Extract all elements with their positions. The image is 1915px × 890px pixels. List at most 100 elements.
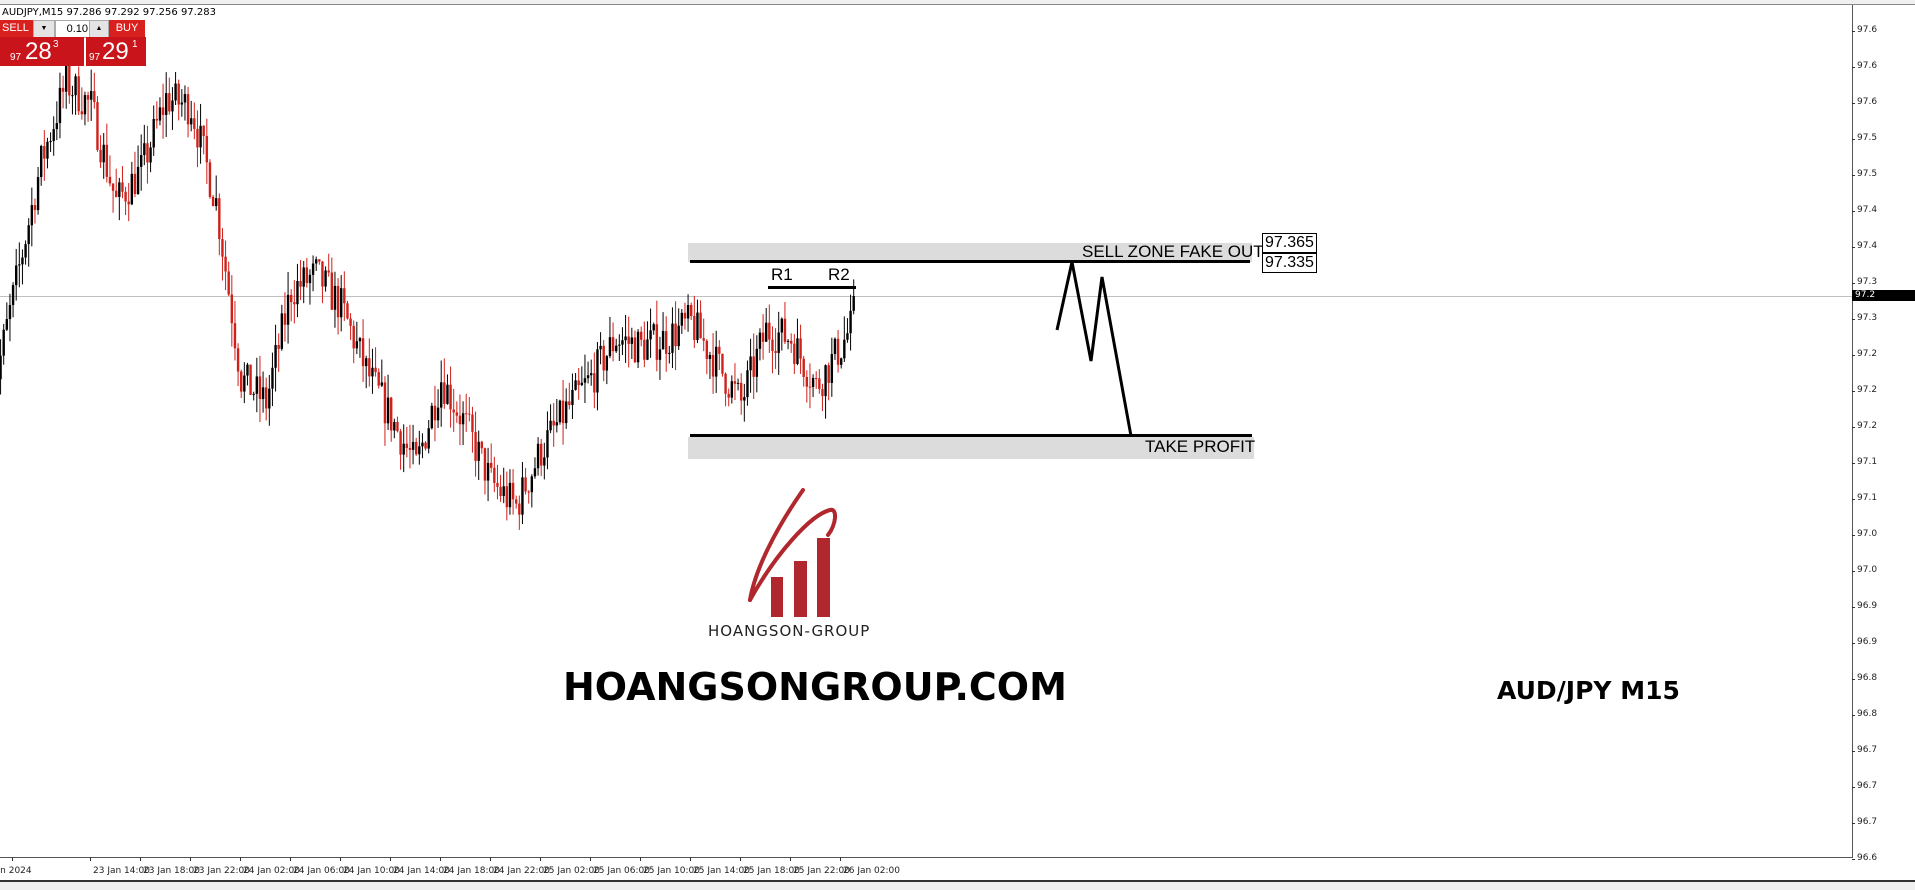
- candle-body: [780, 318, 784, 333]
- time-axis-tick: [690, 857, 691, 861]
- time-axis-label: 25 Jan 22:00: [793, 866, 850, 876]
- candle-body: [849, 310, 852, 334]
- price-axis-label: 97.2: [1857, 349, 1878, 359]
- candle-body: [455, 412, 459, 416]
- candle-body: [796, 338, 799, 364]
- pair-timeframe-label: AUD/JPY M15: [1497, 676, 1680, 705]
- candle-body: [380, 382, 384, 386]
- candle-body: [224, 256, 227, 272]
- candle-body: [752, 356, 755, 377]
- candle-body: [102, 144, 105, 163]
- candle-body: [358, 338, 362, 342]
- candle-body: [833, 338, 837, 355]
- candle-body: [368, 358, 371, 377]
- candle-body: [149, 147, 152, 163]
- candle-body: [799, 338, 802, 359]
- candle-body: [271, 367, 274, 389]
- buy-button[interactable]: BUY: [109, 20, 145, 37]
- bottom-status-edge: [0, 880, 1915, 890]
- candle-body: [43, 146, 46, 159]
- candle-body: [443, 382, 446, 404]
- buy-price-point: 1: [132, 39, 138, 50]
- time-axis-tick: [240, 857, 241, 861]
- candle-body: [227, 271, 230, 295]
- candle-body: [33, 205, 37, 211]
- candle-body: [746, 370, 749, 398]
- candle-body: [258, 376, 262, 399]
- candle-body: [568, 401, 571, 406]
- candle-body: [327, 270, 330, 273]
- candle-body: [627, 336, 630, 344]
- candle-body: [168, 93, 171, 112]
- price-axis-tick: [1852, 607, 1855, 608]
- candle-body: [111, 183, 115, 191]
- sell-price-button[interactable]: 97 28 3: [0, 37, 84, 66]
- projection-path: [1055, 261, 1133, 437]
- candle-body: [783, 318, 787, 342]
- price-axis-tick: [1852, 103, 1855, 104]
- candle-body: [615, 345, 618, 352]
- candle-body: [215, 198, 218, 207]
- candle-body: [730, 381, 734, 398]
- candle-body: [640, 331, 643, 340]
- candle-body: [158, 107, 162, 121]
- price-axis-label: 97.6: [1857, 61, 1878, 71]
- candle-body: [696, 312, 699, 341]
- price-axis-tick: [1852, 535, 1855, 536]
- candle-body: [305, 267, 309, 284]
- price-axis-tick: [1852, 427, 1855, 428]
- sell-zone-bottom-price: 97.335: [1262, 253, 1317, 273]
- current-price-badge: 97.2: [1852, 290, 1915, 301]
- sell-price-point: 3: [53, 39, 59, 50]
- lot-size-input[interactable]: 0.10: [55, 20, 91, 38]
- candle-body: [490, 462, 493, 468]
- chart-area[interactable]: [0, 5, 1853, 858]
- candle-body: [711, 354, 715, 377]
- candle-body: [646, 339, 649, 360]
- candle-body: [805, 376, 809, 387]
- time-axis-label: 26 Jan 02:00: [843, 866, 900, 876]
- candle-body: [349, 318, 352, 326]
- candle-body: [765, 322, 768, 342]
- price-axis-tick: [1852, 463, 1855, 464]
- candle-body: [121, 182, 124, 192]
- sell-button[interactable]: SELL: [0, 20, 34, 37]
- candle-body: [183, 94, 187, 103]
- price-axis-tick: [1852, 751, 1855, 752]
- candle-body: [571, 389, 574, 406]
- price-axis-label: 97.6: [1857, 25, 1878, 35]
- candle-body: [721, 353, 724, 374]
- candle-body: [811, 378, 815, 387]
- time-axis-tick: [340, 857, 341, 861]
- candle-body: [436, 407, 440, 421]
- candle-body: [365, 358, 368, 367]
- time-axis-tick: [90, 857, 91, 861]
- candle-body: [468, 413, 471, 415]
- candle-body: [815, 378, 818, 380]
- candle-body: [115, 190, 118, 197]
- candle-body: [68, 64, 71, 96]
- candle-body: [252, 393, 255, 395]
- candle-body: [49, 141, 52, 143]
- candle-body: [11, 285, 15, 306]
- candle-body: [396, 422, 399, 432]
- candle-body: [30, 205, 34, 226]
- candle-body: [161, 107, 165, 115]
- sell-price-prefix: 97: [10, 52, 22, 63]
- candle-body: [577, 380, 580, 386]
- candle-body: [511, 482, 515, 500]
- candle-body: [186, 94, 190, 125]
- time-axis-tick: [740, 857, 741, 861]
- buy-price-button[interactable]: 97 29 1: [86, 37, 146, 66]
- candle-body: [77, 76, 80, 112]
- price-axis-tick: [1852, 139, 1855, 140]
- candle-body: [493, 467, 496, 483]
- candle-body: [802, 358, 805, 377]
- candle-body: [240, 371, 243, 392]
- candle-body: [583, 378, 587, 383]
- time-axis-tick: [290, 857, 291, 861]
- candle-body: [324, 270, 327, 287]
- candle-body: [593, 373, 596, 393]
- candle-body: [661, 331, 665, 350]
- candle-body: [268, 388, 271, 409]
